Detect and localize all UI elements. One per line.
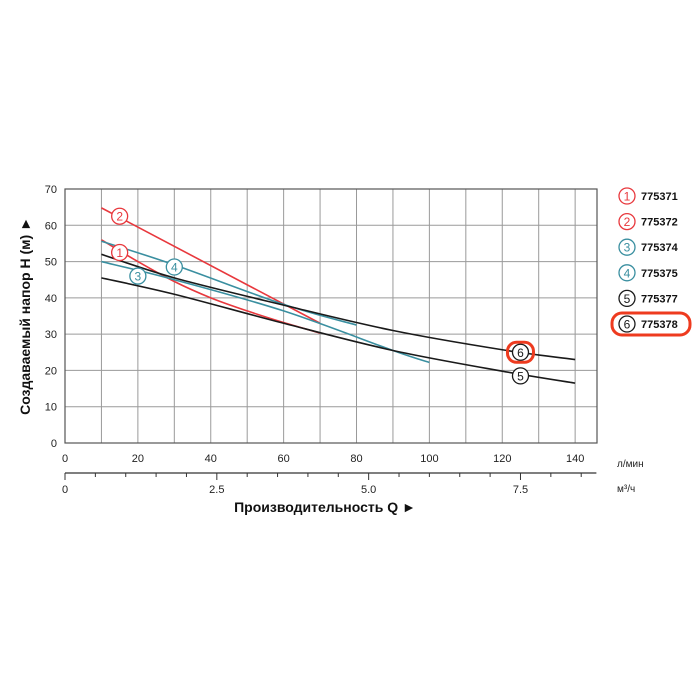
series-marker-circle	[111, 207, 129, 225]
series-marker-label: 4	[171, 261, 178, 275]
series-marker-label: 5	[517, 369, 524, 383]
legend-highlight	[610, 311, 692, 337]
x-tick-label: 40	[205, 453, 217, 465]
legend-marker	[618, 238, 636, 256]
series-marker-circle	[511, 367, 530, 385]
y-tick-label: 0	[51, 438, 57, 450]
series-lines: 1 2 3 4 5 6	[101, 207, 576, 385]
series-marker-label: 1	[116, 246, 123, 260]
y-tick-label: 70	[45, 184, 57, 196]
x2-tick-label: 2.5	[209, 484, 224, 496]
series-line-775375	[101, 240, 357, 326]
plot-frame	[64, 188, 598, 444]
grid	[65, 189, 597, 443]
legend-entry-775375: 775375	[641, 268, 678, 280]
legend-marker-label: 2	[624, 215, 631, 229]
series-marker-circle	[165, 258, 183, 276]
legend-marker-label: 1	[624, 190, 631, 204]
x-unit-label: л/мин	[617, 459, 644, 470]
y-axis-label: Создаваемый напор Н (м) ►	[17, 217, 33, 415]
x-tick-label: 100	[420, 453, 438, 465]
x-axis-label: Производительность Q ►	[234, 499, 416, 515]
series-marker-label: 2	[116, 210, 123, 224]
series-line-775378	[101, 253, 576, 361]
legend-marker-label: 4	[624, 266, 631, 280]
x-tick-label: 140	[566, 453, 584, 465]
x2-tick-label: 0	[62, 484, 68, 496]
legend-marker-label: 5	[624, 292, 631, 306]
legend-marker	[618, 212, 636, 231]
x-tick-label: 80	[350, 453, 362, 465]
series-line-775377	[101, 277, 576, 384]
legend-marker-label: 3	[624, 241, 631, 255]
legend-marker	[618, 187, 636, 205]
series-marker-circle	[111, 243, 129, 262]
x2-unit-label: м³/ч	[617, 484, 635, 495]
x-tick-label: 20	[132, 453, 144, 465]
y-tick-label: 10	[45, 402, 57, 414]
legend-marker	[618, 289, 636, 308]
y-tick-label: 50	[45, 257, 57, 269]
legend-marker	[618, 315, 636, 333]
legend: 1 775371 2 775372 3 775374 4 775375 5 775377 6 7753…	[610, 187, 692, 337]
y-tick-label: 20	[45, 365, 57, 377]
series-marker-circle	[129, 267, 147, 285]
series-line-775374	[101, 260, 430, 364]
legend-marker	[618, 264, 636, 282]
highlight-marker	[505, 340, 535, 364]
y-tick-label: 30	[45, 329, 57, 341]
x2-tick-label: 5.0	[361, 484, 376, 496]
y-tick-label: 40	[45, 293, 57, 305]
y-tick-label: 60	[45, 220, 57, 232]
series-marker-label: 6	[517, 346, 524, 360]
x-tick-label: 120	[493, 453, 511, 465]
series-marker-label: 3	[135, 270, 142, 284]
series-marker-circle	[511, 343, 530, 361]
axes: 0 20 40 60 80 100 120 140 0 10 20 30 40 50 60 70 0 2.5 5.0…	[45, 184, 598, 496]
x-tick-label: 60	[278, 453, 290, 465]
x-tick-label: 0	[62, 453, 68, 465]
legend-entry-775378: 775378	[641, 319, 678, 331]
legend-entry-775374: 775374	[641, 242, 679, 254]
x2-tick-label: 7.5	[513, 484, 528, 496]
legend-entry-775372: 775372	[641, 217, 678, 229]
legend-entry-775377: 775377	[641, 293, 678, 305]
legend-marker-label: 6	[624, 318, 631, 332]
legend-entry-775371: 775371	[641, 191, 678, 203]
